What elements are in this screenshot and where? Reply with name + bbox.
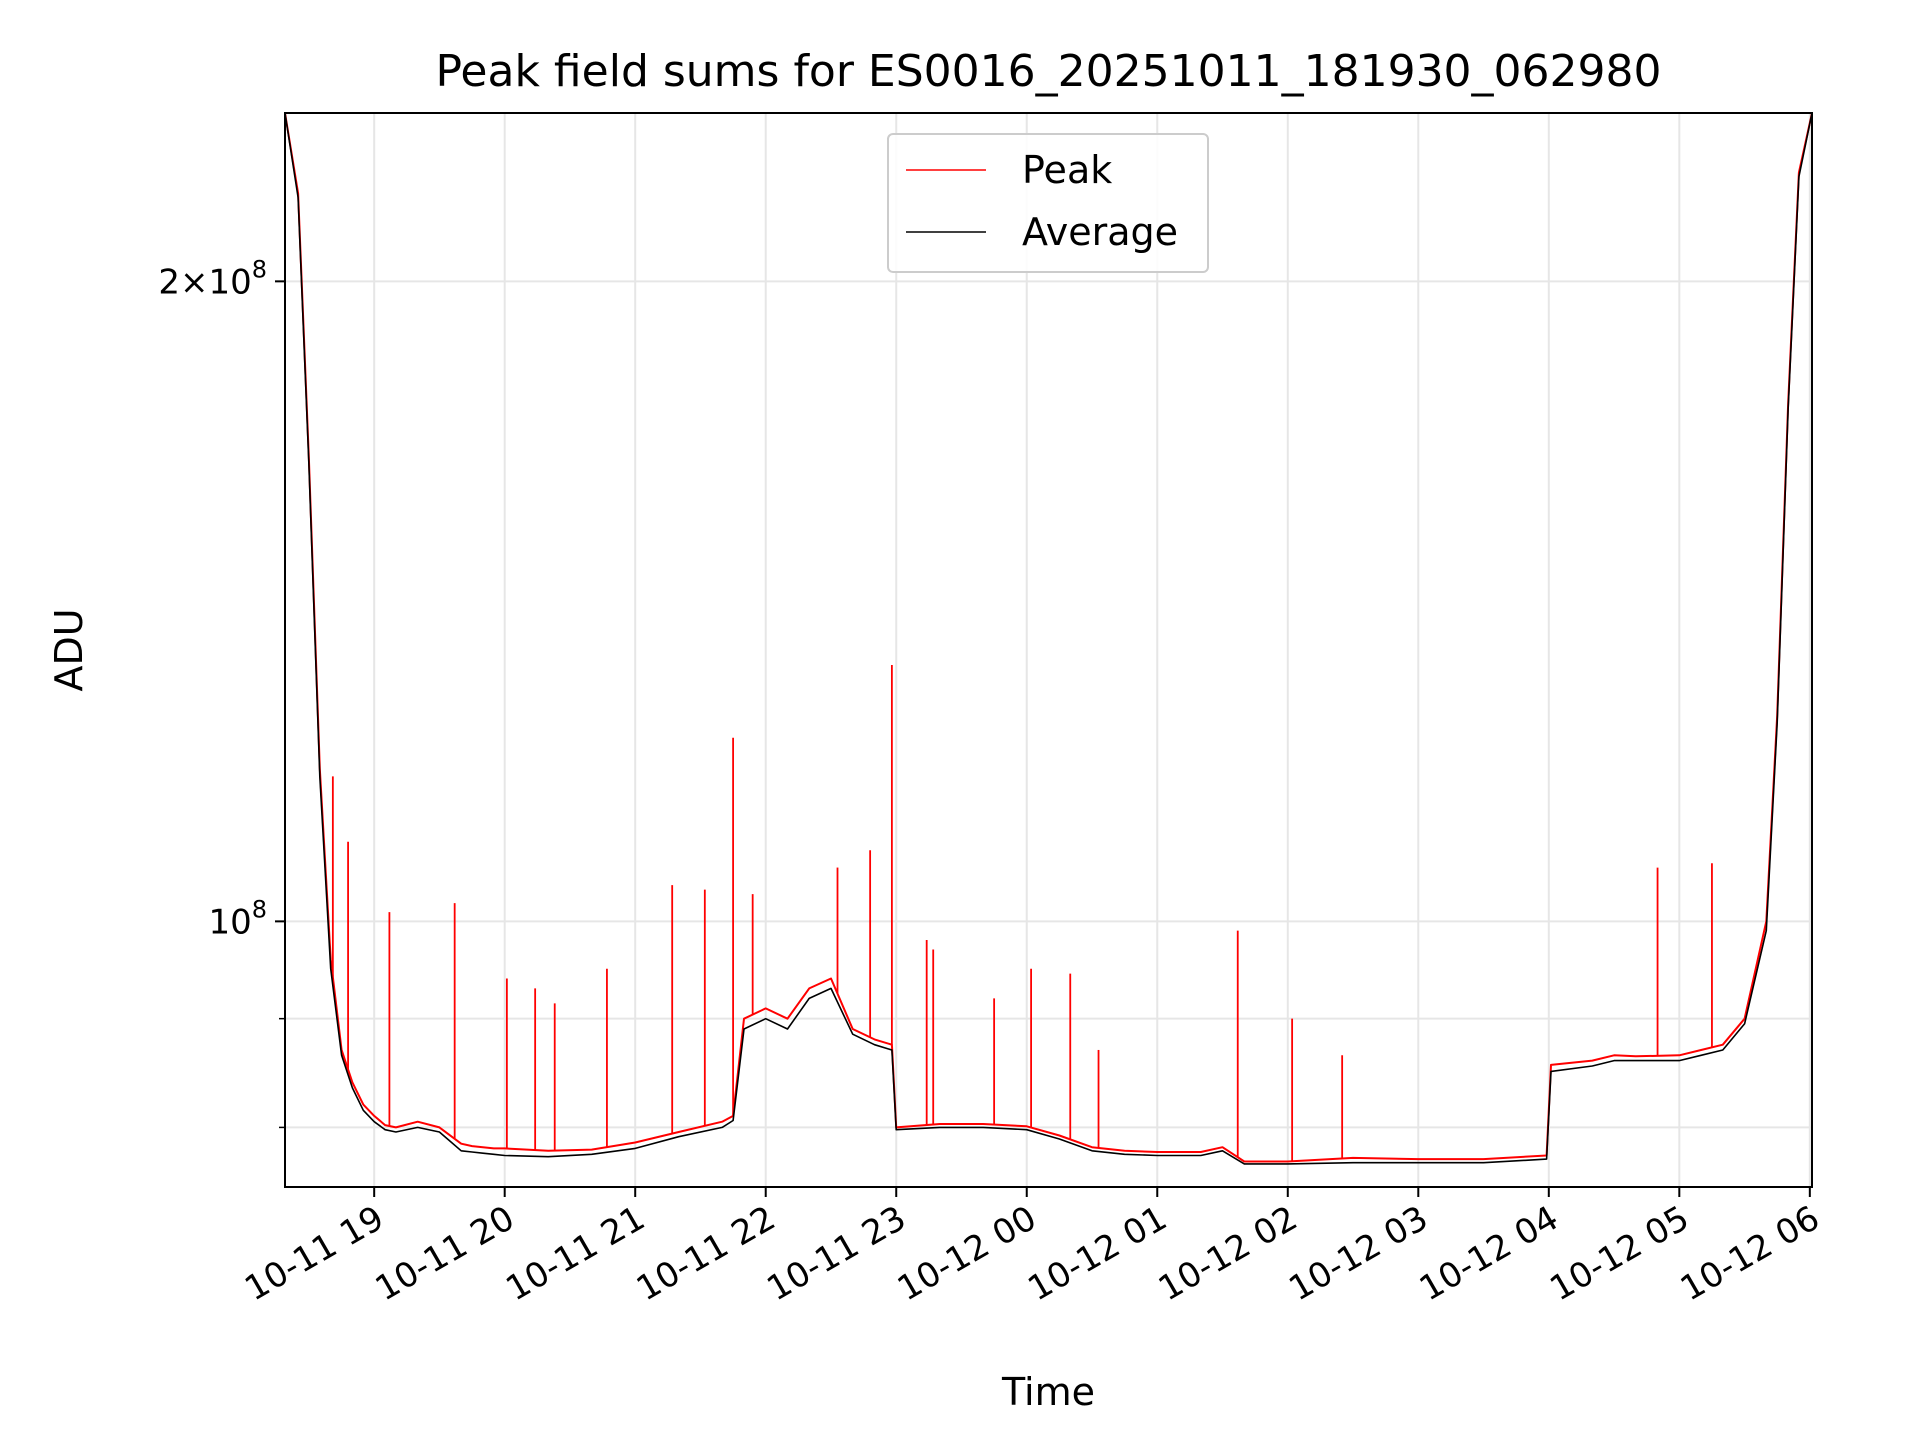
x-tick-label: 10-11 19 <box>238 1198 390 1309</box>
x-tick-label: 10-12 04 <box>1413 1198 1565 1309</box>
x-tick-label: 10-12 06 <box>1674 1198 1826 1309</box>
legend-label-peak: Peak <box>1022 148 1112 192</box>
x-tick-label: 10-11 21 <box>499 1198 651 1309</box>
y-axis-ticks: 108 2×108 <box>158 255 285 1129</box>
legend-label-average: Average <box>1022 210 1178 254</box>
chart-title: Peak field sums for ES0016_20251011_1819… <box>435 46 1661 97</box>
series-average <box>285 113 1812 1165</box>
x-tick-label: 10-12 00 <box>891 1198 1043 1309</box>
legend-box <box>887 133 1209 273</box>
x-tick-label: 10-12 02 <box>1152 1198 1304 1309</box>
series-peak <box>285 113 1812 1163</box>
y-tick-label: 2×108 <box>158 255 267 302</box>
x-tick-label: 10-12 05 <box>1543 1198 1695 1309</box>
y-axis-label: ADU <box>47 608 91 691</box>
plot-frame <box>284 112 1813 1188</box>
x-tick-label: 10-12 03 <box>1282 1198 1434 1309</box>
series-layer <box>285 113 1812 1165</box>
x-tick-label: 10-11 22 <box>630 1198 782 1309</box>
y-tick-label: 108 <box>208 895 267 942</box>
x-tick-label: 10-11 20 <box>369 1198 521 1309</box>
legend: Peak Average <box>887 133 1209 273</box>
series-line-average <box>285 113 1812 1165</box>
x-tick-label: 10-12 01 <box>1021 1198 1173 1309</box>
x-tick-label: 10-11 23 <box>760 1198 912 1309</box>
series-line-peak <box>285 113 1812 1163</box>
x-axis-label: Time <box>1001 1370 1095 1414</box>
grid <box>285 113 1812 1187</box>
